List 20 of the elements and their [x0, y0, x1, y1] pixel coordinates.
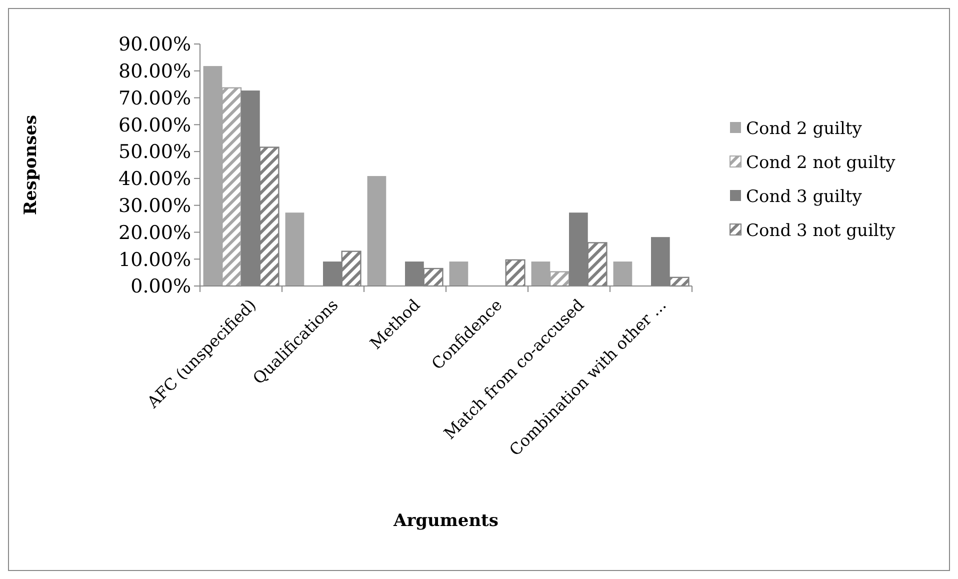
y-tick-label: 80.00%: [118, 60, 191, 83]
y-tick-label: 20.00%: [118, 222, 191, 244]
y-tick-label: 40.00%: [118, 168, 191, 190]
y-tick-label: 30.00%: [118, 194, 191, 217]
y-axis-title: Responses: [21, 114, 41, 216]
bar: [449, 262, 468, 286]
y-tick-label: 70.00%: [118, 87, 191, 110]
bar: [613, 262, 632, 286]
y-tick-label: 10.00%: [118, 248, 191, 271]
bar: [367, 176, 386, 286]
bar: [285, 212, 304, 286]
x-axis-title: Arguments: [392, 511, 498, 531]
legend-label: Cond 3 guilty: [746, 186, 862, 207]
legend-label: Cond 3 not guilty: [746, 220, 896, 241]
y-tick-label: 0.00%: [130, 276, 191, 298]
y-tick-label: 50.00%: [118, 141, 191, 164]
y-tick-label: 60.00%: [118, 114, 191, 136]
y-tick-label: 90.00%: [118, 34, 191, 56]
legend-label: Cond 2 guilty: [746, 118, 862, 139]
legend-label: Cond 2 not guilty: [746, 152, 896, 173]
